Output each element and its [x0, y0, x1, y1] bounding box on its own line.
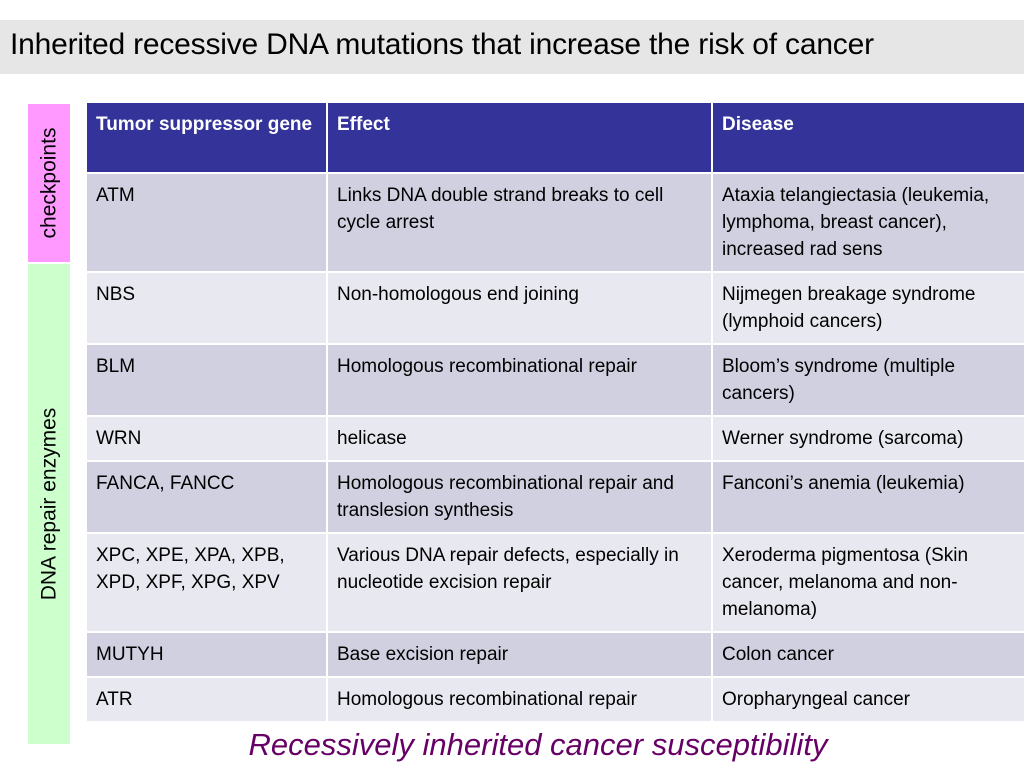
cell-gene: ATR: [85, 676, 328, 723]
cell-effect: Links DNA double strand breaks to cell c…: [326, 172, 713, 273]
cell-disease: Ataxia telangiectasia (leukemia, lymphom…: [711, 172, 1024, 273]
cell-gene: ATM: [85, 172, 328, 273]
table-row: WRN helicase Werner syndrome (sarcoma): [85, 415, 1024, 462]
cell-disease: Bloom’s syndrome (multiple cancers): [711, 343, 1024, 417]
table-header-row: Tumor suppressor gene Effect Disease: [85, 101, 1024, 174]
cell-disease: Nijmegen breakage syndrome (lymphoid can…: [711, 271, 1024, 345]
cell-disease: Xeroderma pigmentosa (Skin cancer, melan…: [711, 532, 1024, 633]
cell-effect: Various DNA repair defects, especially i…: [326, 532, 713, 633]
cell-effect: Base excision repair: [326, 631, 713, 678]
header-gene: Tumor suppressor gene: [85, 101, 328, 174]
cell-gene: MUTYH: [85, 631, 328, 678]
side-label-checkpoints: checkpoints: [28, 104, 70, 262]
table-row: MUTYH Base excision repair Colon cancer: [85, 631, 1024, 678]
cell-gene: XPC, XPE, XPA, XPB, XPD, XPF, XPG, XPV: [85, 532, 328, 633]
cell-gene: NBS: [85, 271, 328, 345]
cell-disease: Colon cancer: [711, 631, 1024, 678]
cell-gene: FANCA, FANCC: [85, 460, 328, 534]
side-label-dna-repair: DNA repair enzymes: [28, 264, 70, 744]
dna-repair-label: DNA repair enzymes: [37, 407, 61, 601]
cell-gene: BLM: [85, 343, 328, 417]
slide-caption: Recessively inherited cancer susceptibil…: [248, 727, 828, 762]
table-row: NBS Non-homologous end joining Nijmegen …: [85, 271, 1024, 345]
table-row: ATR Homologous recombinational repair Or…: [85, 676, 1024, 723]
cell-effect: Homologous recombinational repair: [326, 343, 713, 417]
gene-table: Tumor suppressor gene Effect Disease ATM…: [85, 101, 1024, 723]
table-row: BLM Homologous recombinational repair Bl…: [85, 343, 1024, 417]
cell-disease: Werner syndrome (sarcoma): [711, 415, 1024, 462]
cell-gene: WRN: [85, 415, 328, 462]
cell-effect: Non-homologous end joining: [326, 271, 713, 345]
cell-effect: Homologous recombinational repair: [326, 676, 713, 723]
cell-effect: helicase: [326, 415, 713, 462]
table-row: XPC, XPE, XPA, XPB, XPD, XPF, XPG, XPV V…: [85, 532, 1024, 633]
table-row: FANCA, FANCC Homologous recombinational …: [85, 460, 1024, 534]
header-effect: Effect: [326, 101, 713, 174]
checkpoints-label: checkpoints: [37, 127, 60, 239]
cell-disease: Fanconi’s anemia (leukemia): [711, 460, 1024, 534]
page-title: Inherited recessive DNA mutations that i…: [10, 28, 874, 61]
cell-disease: Oropharyngeal cancer: [711, 676, 1024, 723]
title-bar: Inherited recessive DNA mutations that i…: [0, 20, 1024, 74]
table-row: ATM Links DNA double strand breaks to ce…: [85, 172, 1024, 273]
header-disease: Disease: [711, 101, 1024, 174]
cell-effect: Homologous recombinational repair and tr…: [326, 460, 713, 534]
